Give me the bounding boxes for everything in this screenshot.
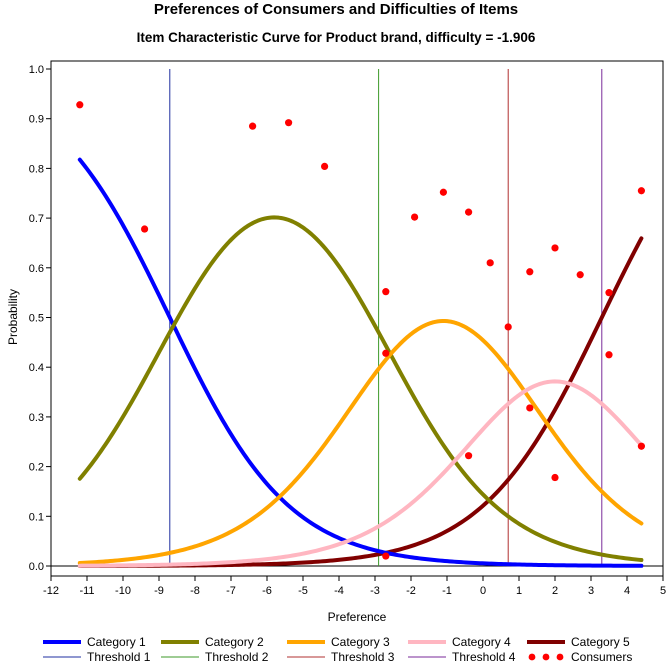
legend-dot (542, 653, 550, 661)
x-tick-label: -10 (115, 585, 131, 597)
x-tick-label: -3 (370, 585, 380, 597)
x-tick-label: -4 (334, 585, 344, 597)
curve-category-5 (77, 236, 644, 568)
legend-item-category-4: Category 4 (408, 635, 511, 649)
x-tick-label: -1 (442, 585, 452, 597)
y-tick-label: 0.5 (29, 313, 44, 325)
legend-label: Threshold 2 (205, 650, 269, 664)
legend-label: Category 4 (452, 635, 511, 649)
chart-title: Preferences of Consumers and Difficultie… (153, 1, 519, 18)
consumer-point (605, 351, 613, 359)
legend-label: Consumers (571, 650, 632, 664)
legend-item-category-1: Category 1 (43, 635, 146, 649)
y-tick-label: 0.2 (29, 462, 44, 474)
y-tick-label: 0.7 (29, 213, 44, 225)
x-axis-label: Preference (328, 610, 387, 624)
consumer-point (551, 244, 559, 252)
consumer-point (411, 213, 419, 221)
consumer-point (526, 268, 534, 276)
consumer-point (504, 323, 512, 331)
consumer-point (526, 404, 534, 412)
x-tick-label: 1 (516, 585, 522, 597)
consumer-point (551, 473, 559, 482)
plot-area: -12 -11 -10 -9 -8 -7 -6 -5 -4 -3 -2 -1 0 1 2 3 4 50.00.10… (29, 60, 666, 597)
y-axis-label: Probability (6, 289, 20, 345)
x-tick-label: -7 (226, 585, 236, 597)
consumer-point (382, 552, 390, 560)
chart-subtitle: Item Characteristic Curve for Product br… (136, 30, 536, 45)
consumer-point (249, 122, 257, 130)
consumer-point (382, 349, 390, 357)
curve-category-2 (77, 215, 644, 563)
legend-label: Category 2 (205, 635, 264, 649)
consumer-point (382, 288, 390, 296)
y-tick-label: 0.4 (29, 362, 44, 374)
legend-dot (556, 653, 564, 661)
y-tick-label: 0.9 (29, 114, 44, 126)
legend: Category 1 Category 2 Category 3 Category 4… (43, 635, 632, 664)
consumer-point (576, 271, 584, 279)
consumer-point (605, 289, 613, 297)
consumer-point (637, 442, 646, 450)
curve-category-4 (77, 379, 644, 568)
legend-dot (528, 653, 536, 661)
consumer-point (465, 452, 473, 460)
y-tick-label: 0.3 (29, 412, 44, 424)
x-tick-label: -9 (154, 585, 164, 597)
y-tick-label: 0.0 (29, 561, 44, 573)
legend-item-category-3: Category 3 (287, 635, 390, 649)
x-tick-label: 0 (480, 585, 486, 597)
curve-category-1 (77, 157, 644, 568)
legend-label: Threshold 1 (87, 650, 151, 664)
x-tick-label: -6 (262, 585, 272, 597)
legend-item-threshold-2: Threshold 2 (161, 650, 269, 664)
consumer-point (637, 187, 646, 195)
consumer-point (486, 259, 494, 267)
consumer-point (285, 119, 293, 127)
legend-label: Category 1 (87, 635, 146, 649)
consumer-point (465, 208, 473, 216)
x-tick-label: 2 (552, 585, 558, 597)
x-tick-label: -5 (298, 585, 308, 597)
curve-category-3 (77, 319, 644, 565)
y-tick-label: 1.0 (29, 64, 44, 76)
plot-frame (50, 60, 664, 577)
legend-item-category-5: Category 5 (527, 635, 630, 649)
consumer-point (321, 162, 329, 171)
y-tick-label: 0.1 (29, 511, 44, 523)
legend-item-threshold-3: Threshold 3 (287, 650, 395, 664)
legend-item-category-2: Category 2 (161, 635, 264, 649)
x-tick-label: -8 (190, 585, 200, 597)
legend-label: Threshold 4 (452, 650, 516, 664)
legend-item-threshold-1: Threshold 1 (43, 650, 151, 664)
legend-label: Category 3 (331, 635, 390, 649)
x-tick-label: 5 (660, 585, 666, 597)
y-tick-label: 0.8 (29, 163, 44, 175)
x-tick-label: 4 (624, 585, 630, 597)
consumer-point (76, 101, 84, 109)
legend-label: Threshold 3 (331, 650, 395, 664)
consumer-point (141, 225, 149, 233)
x-tick-label: -11 (79, 585, 94, 597)
legend-label: Category 5 (571, 635, 630, 649)
legend-item-consumers: Consumers (528, 650, 632, 664)
consumer-point (439, 188, 447, 196)
legend-item-threshold-4: Threshold 4 (408, 650, 516, 664)
x-tick-label: -12 (43, 585, 59, 597)
y-tick-label: 0.6 (29, 263, 44, 275)
x-tick-label: 3 (588, 585, 594, 597)
x-tick-label: -2 (406, 585, 416, 597)
